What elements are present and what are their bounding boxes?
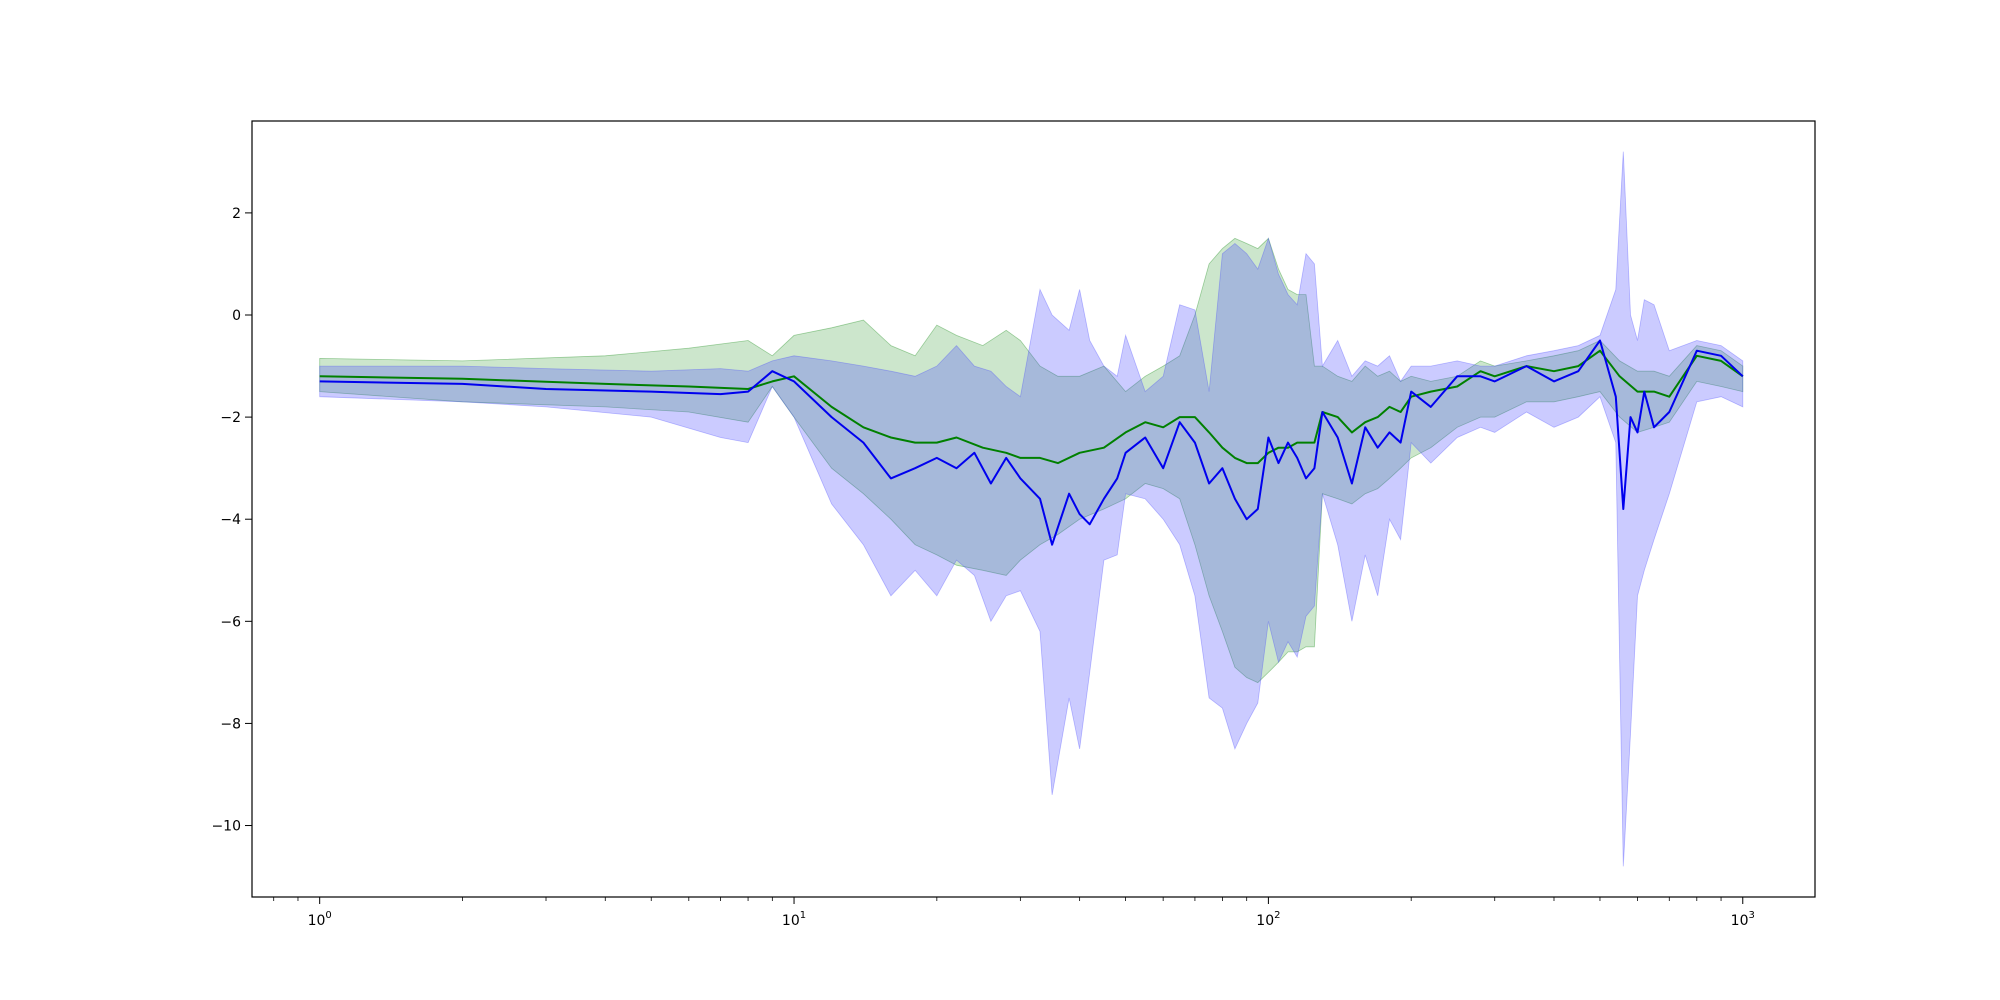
y-tick-label: 0	[232, 308, 241, 324]
series-1-line	[319, 349, 1744, 465]
y-tick-label: −4	[220, 512, 241, 528]
plot-frame	[251, 120, 1816, 898]
series-2-band	[319, 151, 1744, 867]
y-tick-label: 2	[232, 206, 241, 222]
y-tick-label: −8	[220, 716, 241, 732]
confidence-bands	[319, 151, 1744, 867]
y-tick-label: −2	[220, 410, 241, 426]
x-tick-label: 100	[308, 910, 332, 929]
series-lines	[319, 339, 1744, 546]
x-tick-label: 103	[1731, 910, 1755, 929]
x-tick-label: 101	[782, 910, 806, 929]
y-axis: 2 0 −2 −4 −6 −8 −10	[211, 206, 252, 835]
y-tick-label: −6	[220, 614, 241, 630]
y-tick-label: −10	[211, 819, 241, 835]
x-axis: 100 101 102 103	[273, 897, 1755, 929]
x-tick-label: 102	[1256, 910, 1280, 929]
series-2-line	[319, 339, 1744, 546]
